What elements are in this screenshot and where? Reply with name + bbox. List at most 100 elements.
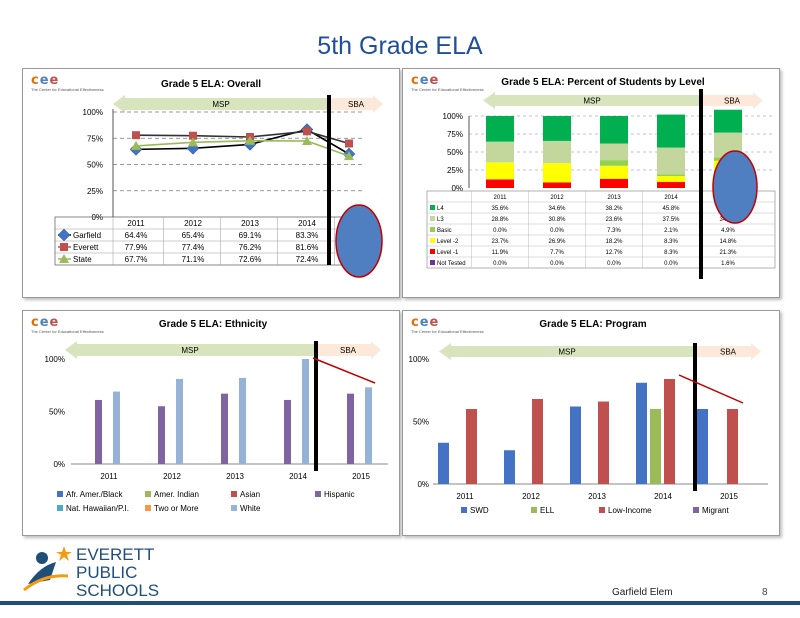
logo-line-2: PUBLIC — [76, 563, 137, 582]
table-cell: 81.6% — [296, 243, 319, 252]
sba-overlay-oval — [712, 150, 758, 224]
bar — [347, 393, 354, 464]
y-tick-label: 100% — [443, 112, 463, 121]
sba-arrow — [329, 95, 383, 113]
y-tick-label: 50% — [447, 148, 463, 157]
trend-line — [678, 374, 744, 404]
y-tick-label: 0% — [451, 184, 463, 193]
legend-label: SWD — [470, 506, 489, 515]
table-cell: 37.5% — [662, 217, 680, 223]
series-name: Garfield — [73, 231, 101, 240]
y-tick-label: 100% — [83, 108, 103, 117]
data-point — [344, 151, 354, 161]
overall-chart: Grade 5 ELA: Overall MSP SBA 0% 25% 50% 75% 100… — [54, 79, 383, 278]
msp-arrow — [113, 95, 329, 113]
table-cell: 38.2% — [605, 206, 623, 212]
bar — [532, 399, 543, 484]
series-name: State — [73, 255, 92, 264]
legend-label: White — [240, 504, 261, 513]
x-tick-label: 2012 — [184, 219, 202, 228]
table-cell: 7.7% — [550, 250, 564, 256]
bar-segment — [543, 182, 571, 188]
logo-line-3: SCHOOLS — [76, 581, 159, 600]
x-tick-label: 2015 — [720, 492, 738, 501]
series-name: Level -1 — [437, 250, 459, 256]
bar-segment — [543, 116, 571, 141]
table-cell: 14.8% — [719, 239, 737, 245]
logo-line-1: EVERETT — [76, 545, 154, 564]
table-cell: 83.3% — [296, 231, 319, 240]
program-chart: Grade 5 ELA: Program MSP SBA 0% 50% 100% 2011 2… — [409, 319, 768, 515]
x-tick-label: 2015 — [352, 472, 370, 481]
table-cell: 21.3% — [719, 250, 737, 256]
legend-label: Migrant — [702, 506, 729, 515]
bar — [113, 391, 120, 464]
legend-label: Asian — [240, 490, 260, 499]
msp-arrow — [483, 92, 701, 109]
sba-arrow — [315, 341, 381, 359]
levels-chart: Grade 5 ELA: Percent of Students by Leve… — [426, 77, 776, 279]
legend-key — [461, 507, 467, 513]
y-tick-label: 75% — [447, 130, 463, 139]
table-cell: 11.9% — [492, 250, 509, 256]
bar-segment — [600, 160, 628, 166]
bar-segment — [543, 163, 571, 183]
legend-key — [693, 507, 699, 513]
table-cell: 1.6% — [721, 261, 735, 267]
legend-key — [430, 238, 435, 243]
sba-label: SBA — [340, 346, 357, 355]
everett-public-schools-logo: EVERETT PUBLIC SCHOOLS — [23, 545, 159, 600]
data-table-border — [426, 190, 776, 269]
legend-key — [430, 216, 435, 221]
x-tick-label: 2014 — [654, 492, 672, 501]
x-tick-label: 2013 — [226, 472, 244, 481]
data-point — [245, 135, 255, 145]
x-tick-label: 2014 — [664, 195, 678, 201]
bar — [466, 409, 477, 484]
msp-label: MSP — [558, 348, 575, 357]
legend-key — [430, 205, 435, 210]
cee-logo: cee The Center for Educational Effective… — [411, 315, 484, 334]
series-name: Not Tested — [437, 261, 466, 267]
chart-title: Grade 5 ELA: Program — [539, 319, 646, 330]
msp-arrow — [65, 341, 315, 359]
bar-segment — [486, 162, 514, 180]
legend-key — [57, 491, 63, 497]
bar — [570, 406, 581, 484]
legend-key — [430, 260, 435, 265]
msp-label: MSP — [583, 97, 600, 106]
table-cell: 28.8% — [491, 217, 509, 223]
bar-segment — [657, 174, 685, 177]
table-cell: 12.7% — [605, 250, 623, 256]
sba-label: SBA — [720, 348, 737, 357]
bar — [221, 393, 228, 464]
overall-panel: cee The Center for Educational Effective… — [22, 68, 400, 298]
cee-logo: cee The Center for Educational Effective… — [31, 73, 104, 92]
x-tick-label: 2011 — [127, 219, 145, 228]
bar-segment — [486, 116, 514, 142]
table-cell: 2.1% — [664, 228, 678, 234]
legend-key — [145, 491, 151, 497]
table-cell: 34.6% — [548, 206, 566, 212]
y-tick-label: 25% — [87, 187, 103, 196]
bar-segment — [714, 109, 742, 133]
x-tick-label: 2014 — [289, 472, 307, 481]
legend-label: Amer. Indian — [154, 490, 199, 499]
legend-label: Afr. Amer./Black — [66, 490, 123, 499]
table-cell: 4.9% — [721, 228, 735, 234]
bar — [95, 399, 102, 464]
legend-key-marker — [59, 254, 69, 263]
table-cell: 0.0% — [664, 261, 678, 267]
logo-star-icon — [56, 546, 72, 561]
table-cell: 35.6% — [491, 206, 509, 212]
y-tick-label: 100% — [45, 355, 65, 364]
msp-arrow — [439, 343, 695, 360]
table-cell: 76.2% — [239, 243, 262, 252]
bar — [697, 409, 708, 484]
legend-key — [231, 491, 237, 497]
data-point — [303, 127, 311, 136]
y-tick-label: 50% — [87, 161, 103, 170]
data-point — [189, 131, 197, 140]
table-cell: 45.8% — [662, 206, 680, 212]
chart-title: Grade 5 ELA: Ethnicity — [159, 319, 268, 330]
